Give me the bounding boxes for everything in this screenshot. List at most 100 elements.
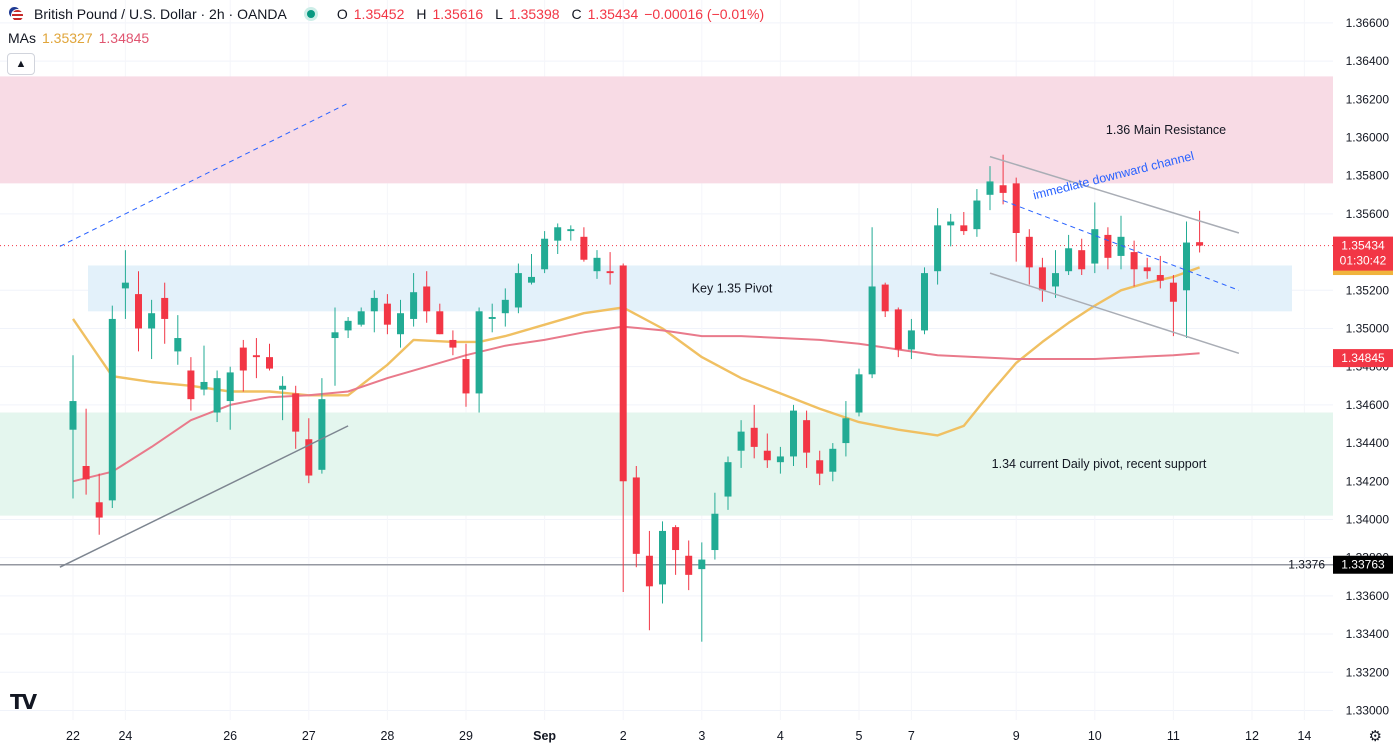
candle-body bbox=[921, 273, 928, 331]
candle-body bbox=[960, 225, 968, 232]
candle-body bbox=[1156, 275, 1164, 281]
y-tick-label: 1.36400 bbox=[1346, 54, 1390, 68]
y-tick-label: 1.36600 bbox=[1346, 16, 1390, 30]
trend-line-long-uptrend bbox=[59, 425, 349, 568]
y-tick-label: 1.33400 bbox=[1346, 627, 1390, 641]
y-tick-label: 1.34000 bbox=[1346, 512, 1390, 526]
x-tick-label: 28 bbox=[380, 729, 394, 743]
symbol-title[interactable]: British Pound / U.S. Dollar · 2h · OANDA bbox=[34, 6, 287, 22]
y-tick-label: 1.35600 bbox=[1346, 207, 1390, 221]
y-tick-label: 1.34600 bbox=[1346, 398, 1390, 412]
candle-body bbox=[397, 313, 404, 335]
candle-body bbox=[200, 381, 208, 390]
candle-body bbox=[763, 450, 771, 461]
candle-body bbox=[567, 229, 575, 232]
candle-body bbox=[1196, 242, 1204, 246]
gear-icon[interactable]: ⚙ bbox=[1368, 728, 1382, 745]
candle-body bbox=[82, 465, 90, 480]
x-tick-label: Sep bbox=[533, 729, 556, 743]
ohlc-close-value: 1.35434 bbox=[587, 6, 639, 22]
x-tick-label: 27 bbox=[302, 729, 316, 743]
candle-body bbox=[108, 318, 116, 501]
candle-body bbox=[842, 418, 850, 444]
candle-body bbox=[383, 303, 391, 325]
x-tick-label: 22 bbox=[66, 729, 80, 743]
resistance-zone-label: 1.36 Main Resistance bbox=[1106, 123, 1226, 137]
ma-legend[interactable]: MAs 1.35327 1.34845 bbox=[8, 30, 149, 46]
candle-body bbox=[1012, 183, 1020, 233]
trend-line-channel-upper bbox=[989, 155, 1240, 234]
y-tick-label: 1.36200 bbox=[1346, 92, 1390, 106]
ma-fast-value: 1.35327 bbox=[42, 30, 93, 46]
candle-body bbox=[855, 374, 863, 413]
candle-body bbox=[1078, 250, 1086, 270]
candle-body bbox=[1169, 282, 1177, 302]
countdown-label: 01:30:42 bbox=[1340, 254, 1387, 268]
y-tick-label: 1.33200 bbox=[1346, 665, 1390, 679]
candle-body bbox=[292, 393, 300, 432]
candle-body bbox=[1025, 236, 1033, 268]
support-zone bbox=[0, 412, 1333, 516]
level-badge-label: 1.33763 bbox=[1341, 558, 1385, 572]
candle-body bbox=[645, 555, 653, 587]
candle-body bbox=[554, 227, 562, 241]
candle-body bbox=[934, 225, 942, 272]
candle-body bbox=[790, 410, 797, 457]
candle-body bbox=[226, 372, 234, 402]
ohlc-open-key: O bbox=[336, 6, 348, 22]
candle-body bbox=[174, 338, 182, 352]
y-tick-label: 1.35200 bbox=[1346, 283, 1390, 297]
x-tick-label: 3 bbox=[698, 729, 705, 743]
candle-body bbox=[239, 347, 247, 371]
candle-body bbox=[1183, 242, 1190, 291]
candle-body bbox=[973, 200, 981, 230]
x-tick-label: 26 bbox=[223, 729, 237, 743]
candle-body bbox=[750, 427, 758, 447]
y-tick-label: 1.33000 bbox=[1346, 703, 1390, 717]
candle-body bbox=[357, 311, 365, 325]
candle-body bbox=[488, 317, 496, 319]
current-price-badge bbox=[1333, 236, 1393, 271]
x-tick-label: 4 bbox=[777, 729, 784, 743]
ma-fast-line bbox=[72, 266, 1201, 437]
ma-legend-label: MAs bbox=[8, 30, 36, 46]
candle-body bbox=[1104, 234, 1112, 258]
candle-body bbox=[947, 221, 955, 226]
ohlc-low-key: L bbox=[495, 6, 503, 22]
candle-body bbox=[737, 431, 745, 451]
candle-body bbox=[501, 299, 509, 314]
candle-body bbox=[95, 502, 103, 518]
x-tick-label: 24 bbox=[118, 729, 132, 743]
candle-body bbox=[685, 555, 693, 575]
candle-body bbox=[462, 359, 470, 394]
support-zone-label: 1.34 current Daily pivot, recent support bbox=[992, 457, 1207, 471]
candle-body bbox=[619, 265, 627, 482]
candle-body bbox=[816, 460, 824, 474]
y-tick-label: 1.33600 bbox=[1346, 589, 1390, 603]
candle-body bbox=[672, 527, 680, 551]
candle-body bbox=[1038, 267, 1046, 291]
candle-body bbox=[475, 311, 483, 394]
candle-body bbox=[252, 355, 260, 358]
candle-body bbox=[436, 311, 444, 335]
ohlc-low-value: 1.35398 bbox=[508, 6, 560, 22]
candle-body bbox=[881, 284, 889, 312]
candle-body bbox=[698, 559, 706, 570]
collapse-legend-button[interactable]: ▲ bbox=[7, 53, 35, 75]
chevron-up-icon: ▲ bbox=[15, 58, 27, 70]
candle-body bbox=[776, 456, 784, 463]
x-tick-label: 10 bbox=[1088, 729, 1102, 743]
candle-body bbox=[121, 282, 129, 289]
y-tick-label: 1.35800 bbox=[1346, 169, 1390, 183]
x-tick-label: 11 bbox=[1167, 729, 1180, 743]
level-line-label: 1.3376 bbox=[1288, 558, 1325, 572]
candle-body bbox=[449, 339, 457, 348]
symbol-legend: British Pound / U.S. Dollar · 2h · OANDA… bbox=[8, 6, 764, 22]
candle-body bbox=[659, 530, 666, 585]
candle-body bbox=[161, 297, 169, 319]
x-tick-label: 12 bbox=[1245, 729, 1259, 743]
y-tick-label: 1.35000 bbox=[1346, 321, 1390, 335]
candle-body bbox=[135, 294, 142, 329]
candle-body bbox=[606, 271, 614, 274]
